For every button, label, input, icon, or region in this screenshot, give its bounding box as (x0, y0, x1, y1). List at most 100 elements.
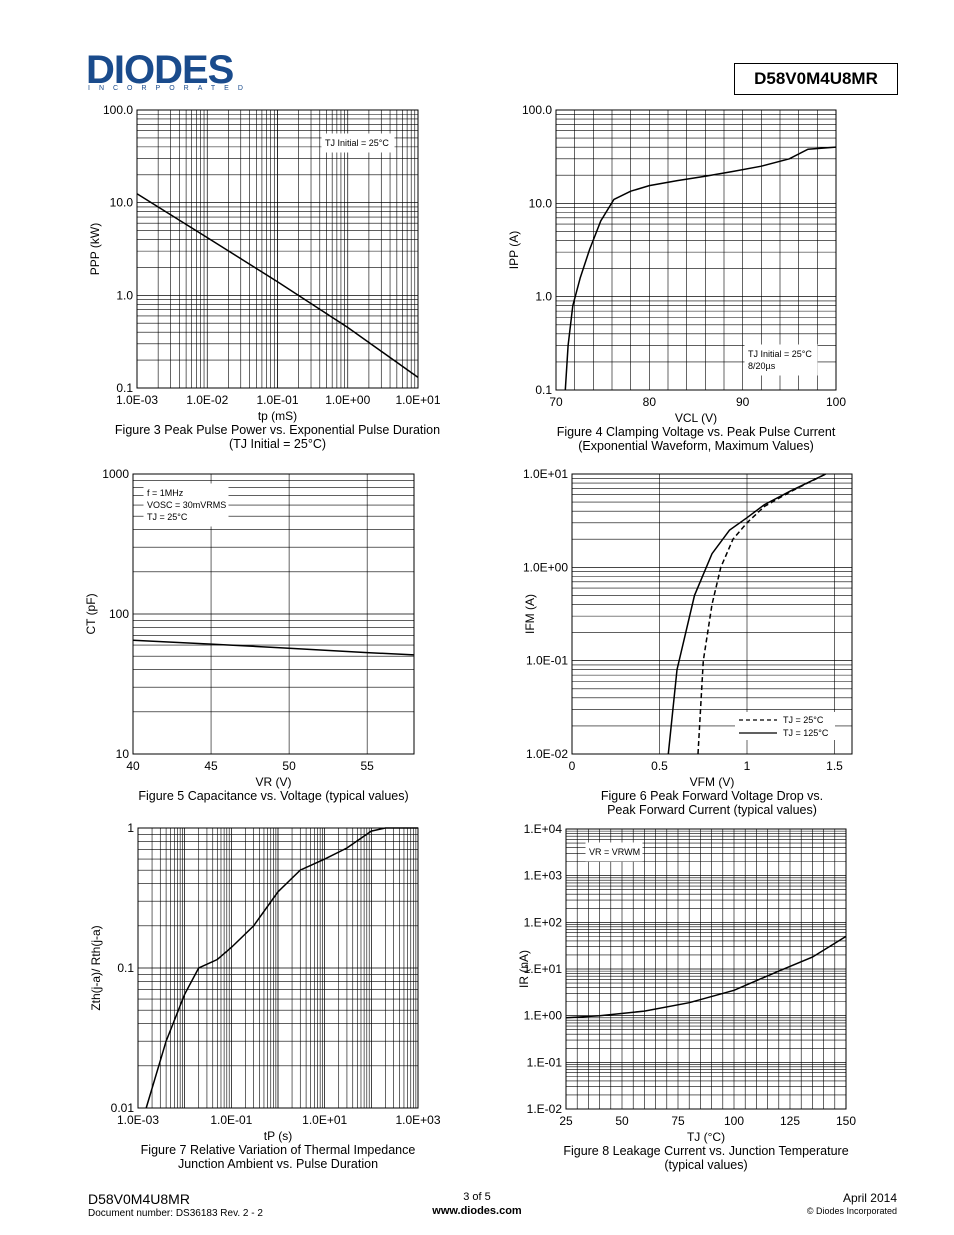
fig8-ytick-label: 1.E+04 (524, 822, 563, 836)
footer-part: D58V0M4U8MR (88, 1191, 190, 1207)
fig7-xtick-label: 1.0E+03 (395, 1113, 440, 1127)
footer-doc-number: Document number: DS36183 Rev. 2 - 2 (88, 1208, 263, 1219)
fig5-annotation: VOSC = 30mVRMS (147, 500, 226, 510)
fig7-ytick-label: 1 (127, 821, 134, 835)
fig7-ytick-label: 0.1 (117, 961, 134, 975)
fig6-ytick-label: 1.0E+01 (523, 467, 568, 481)
fig5-ytick-label: 10 (116, 747, 130, 761)
fig8-ytick-label: 1.E+00 (524, 1009, 563, 1023)
fig5-annotation: f = 1MHz (147, 488, 184, 498)
fig4-xlabel: VCL (V) (675, 411, 717, 425)
fig6-legend-label: TJ = 125°C (783, 728, 829, 738)
fig4-ylabel: IPP (A) (507, 231, 521, 269)
fig6-xlabel: VFM (V) (690, 775, 735, 789)
fig6-ylabel: IFM (A) (523, 594, 537, 634)
fig8-annotation-box (585, 842, 643, 862)
fig3-xtick-label: 1.0E+01 (395, 393, 440, 407)
fig4-annotation: 8/20µs (748, 361, 776, 371)
fig5-xtick-label: 45 (204, 759, 218, 773)
fig4-grid (555, 109, 837, 391)
fig6-caption: Peak Forward Current (typical values) (607, 803, 817, 817)
fig7-xtick-label: 1.0E+01 (302, 1113, 347, 1127)
fig3-chart: 1.0E-03 1.0E-02 1.0E-01 1.0E+00 1.0E+01 0.1 1.… (88, 103, 441, 451)
fig8-ytick-label: 1.E-01 (527, 1055, 563, 1069)
fig4-ytick-label: 10.0 (529, 196, 553, 210)
fig6-ytick-label: 1.0E-02 (526, 747, 568, 761)
fig5-ylabel: CT (pF) (84, 593, 98, 634)
fig4-series-0 (564, 146, 837, 391)
fig7-ylabel: Zth(j-a)/ Rth(j-a) (89, 925, 103, 1010)
fig5-xlabel: VR (V) (256, 775, 292, 789)
fig8-annotation: VR = VRWM (589, 847, 640, 857)
fig6-xtick-label: 1 (744, 759, 751, 773)
fig5-xtick-label: 50 (282, 759, 296, 773)
footer-date: April 2014 (842, 1191, 897, 1205)
fig8-chart: 25 50 75 100 125 150 1.E-02 1.E-01 1.E+00 1.E+01 1… (517, 822, 856, 1172)
fig3-ytick-label: 1.0 (116, 288, 133, 302)
fig8-xtick-label: 50 (615, 1114, 629, 1128)
fig4-annotation: TJ Initial = 25°C (748, 349, 812, 359)
fig7-xlabel: tP (s) (264, 1129, 292, 1143)
fig4-frame (555, 109, 837, 391)
fig4-caption: (Exponential Waveform, Maximum Values) (578, 439, 814, 453)
fig6-xtick-label: 0 (569, 759, 576, 773)
fig4-ytick-label: 1.0 (535, 290, 552, 304)
fig3-caption: Figure 3 Peak Pulse Power vs. Exponentia… (115, 423, 440, 437)
fig3-xtick-label: 1.0E+00 (325, 393, 370, 407)
fig7-chart: 1.0E-03 1.0E-01 1.0E+01 1.0E+03 0.01 0.1 1 tP (… (89, 821, 441, 1171)
fig3-xtick-label: 1.0E-03 (116, 393, 158, 407)
fig8-caption: (typical values) (664, 1158, 747, 1172)
fig8-caption: Figure 8 Leakage Current vs. Junction Te… (563, 1144, 848, 1158)
fig6-chart: 0 0.5 1 1.5 1.0E-02 1.0E-01 1.0E+00 1.0E+01 VFM … (523, 467, 853, 817)
fig3-ylabel: PPP (kW) (88, 223, 102, 275)
fig7-caption: Figure 7 Relative Variation of Thermal I… (141, 1143, 416, 1157)
fig3-series-0 (136, 193, 419, 379)
fig7-frame (137, 827, 419, 1109)
fig4-xtick-label: 100 (826, 395, 846, 409)
fig5-ytick-label: 100 (109, 607, 129, 621)
fig5-caption: Figure 5 Capacitance vs. Voltage (typica… (138, 789, 408, 803)
fig4-caption: Figure 4 Clamping Voltage vs. Peak Pulse… (557, 425, 836, 439)
fig6-caption: Figure 6 Peak Forward Voltage Drop vs. (601, 789, 823, 803)
footer-url[interactable]: www.diodes.com (432, 1205, 522, 1217)
fig4-xtick-label: 70 (549, 395, 563, 409)
fig8-series-0 (565, 935, 847, 1019)
fig8-ytick-label: 1.E+03 (524, 869, 563, 883)
fig6-ytick-label: 1.0E+00 (523, 560, 568, 574)
fig5-annotation: TJ = 25°C (147, 512, 188, 522)
fig4-ytick-label: 100.0 (522, 103, 552, 117)
fig8-grid (565, 828, 847, 1110)
fig5-ytick-label: 1000 (102, 467, 129, 481)
fig6-series-1 (667, 473, 827, 755)
fig3-annotation-box (321, 133, 395, 153)
fig6-ytick-label: 1.0E-01 (526, 654, 568, 668)
fig5-xtick-label: 40 (126, 759, 140, 773)
fig5-xtick-label: 55 (360, 759, 374, 773)
fig7-xtick-label: 1.0E-03 (117, 1113, 159, 1127)
fig6-xtick-label: 0.5 (651, 759, 668, 773)
fig6-frame (571, 473, 853, 755)
fig6-legend-label: TJ = 25°C (783, 715, 824, 725)
fig7-ytick-label: 0.01 (111, 1101, 135, 1115)
logo-subtitle: INCORPORATED (88, 85, 252, 92)
fig3-xtick-label: 1.0E-02 (186, 393, 228, 407)
fig8-xtick-label: 125 (780, 1114, 800, 1128)
fig7-series-0 (145, 827, 418, 1109)
fig8-xtick-label: 150 (836, 1114, 856, 1128)
footer-page-number: 3 of 5 (463, 1191, 491, 1203)
fig5-frame (132, 473, 415, 755)
fig3-xlabel: tp (mS) (258, 409, 297, 423)
fig8-xtick-label: 25 (559, 1114, 573, 1128)
fig8-ytick-label: 1.E-02 (527, 1102, 563, 1116)
fig5-series-0 (132, 639, 415, 656)
fig4-annotation-box (744, 344, 818, 376)
fig4-xtick-label: 90 (736, 395, 750, 409)
fig8-xtick-label: 100 (724, 1114, 744, 1128)
fig8-xlabel: TJ (°C) (687, 1130, 725, 1144)
fig3-ytick-label: 0.1 (116, 381, 133, 395)
fig6-legend-box (735, 712, 835, 740)
fig3-ytick-label: 10.0 (110, 196, 134, 210)
footer-copyright: © Diodes Incorporated (806, 1206, 897, 1216)
fig5-annotation-box (143, 483, 229, 527)
